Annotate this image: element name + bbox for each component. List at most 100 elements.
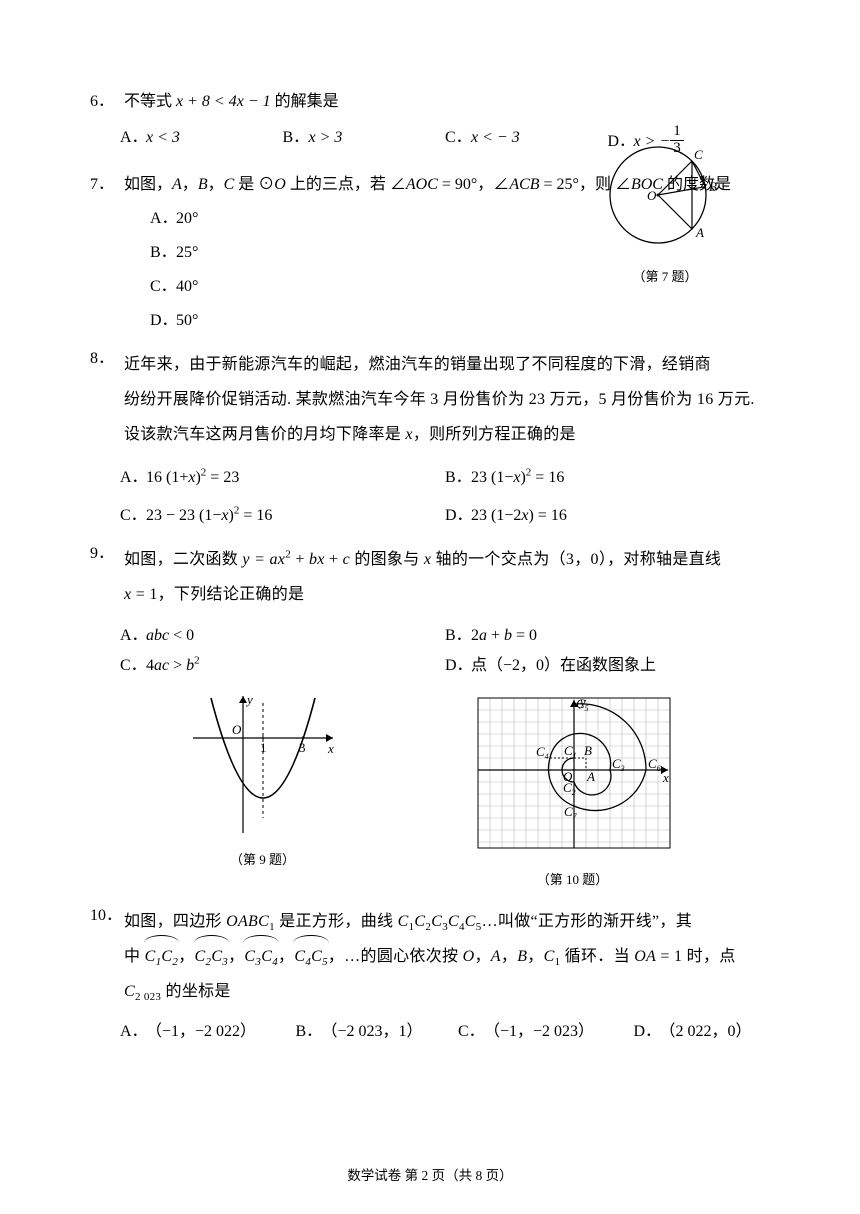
q6-c-text: x < − 3 [471,129,520,146]
figures-row: O y x 1 3 （第 9 题） [90,688,770,890]
q8-options: A．16 (1+x)2 = 23 B．23 (1−x)2 = 16 C．23 −… [90,466,770,528]
option-label-a: A． [120,1020,146,1044]
q9-line2: x = 1，下列结论正确的是 [124,586,304,603]
q8-option-c: C．23 − 23 (1−x)2 = 16 [120,504,445,528]
option-label-a: A． [120,126,146,150]
q7-label-c: C [694,147,703,162]
option-label-c: C． [120,504,146,528]
option-label-c: C． [120,654,146,678]
q10-svg: C5 C4 B C1 A O C2 C3 C6 C7 x y [468,688,678,858]
q8-c-text: 23 − 23 (1−x)2 = 16 [146,507,272,524]
q8-number: 8． [90,347,120,371]
q7-label-b: B [709,179,717,194]
q8-line1: 近年来，由于新能源汽车的崛起，燃油汽车的销量出现了不同程度的下滑，经销商 [124,356,711,373]
q10-line3: C2 023 的坐标是 [124,983,231,1000]
option-label-a: A． [150,207,176,231]
q8-option-a: A．16 (1+x)2 = 23 [120,466,445,490]
option-label-d: D． [150,309,176,333]
q6-number: 6． [90,90,120,114]
option-label-b: B． [150,241,176,265]
q7-figure: O A B C （第 7 题） [580,135,750,287]
q10-label-a: A [586,769,595,784]
q9-figure: O y x 1 3 （第 9 题） [183,688,343,890]
q10-c-text: （−1，−2 023） [484,1023,594,1040]
q10-option-b: B．（−2 023，1） [296,1020,459,1044]
q8-b-text: 23 (1−x)2 = 16 [471,469,564,486]
q9-tick-3: 3 [299,740,306,755]
q7-caption: （第 7 题） [580,267,750,287]
q9-a-text: abc [146,627,169,644]
option-label-b: B． [283,126,309,150]
q9-axis-y: y [245,692,253,707]
page-footer: 数学试卷 第 2 页（共 8 页） [0,1166,860,1186]
q10-figure: C5 C4 B C1 A O C2 C3 C6 C7 x y （第 10 题） [468,688,678,890]
q10-axis-y: y [578,694,586,709]
q8-option-d: D．23 (1−2x) = 16 [445,504,770,528]
q6-b-text: x > 3 [309,129,343,146]
option-label-c: C． [445,126,471,150]
q8-line2: 纷纷开展降价促销活动. 某款燃油汽车今年 3 月份售价为 23 万元，5 月份售… [124,391,755,408]
q8-option-b: B．23 (1−x)2 = 16 [445,466,770,490]
q10-b-text: （−2 023，1） [322,1023,423,1040]
question-8: 8． 近年来，由于新能源汽车的崛起，燃油汽车的销量出现了不同程度的下滑，经销商 … [90,347,770,529]
q9-option-d: D．点（−2，0）在函数图象上 [445,654,770,678]
q7-a-text: 20° [176,210,198,227]
question-10: 10． 如图，四边形 OABC1 是正方形，曲线 C1C2C3C4C5…叫做“正… [90,904,770,1044]
q10-label-c6: C6 [648,756,661,773]
q6-stem-pre: 不等式 [124,93,176,110]
q7-d-text: 50° [176,312,198,329]
q6-option-a: A．x < 3 [120,126,283,159]
q6-a-text: x < 3 [146,129,180,146]
option-label-b: B． [445,466,471,490]
q7-label-o: O [647,188,657,203]
q6-expr: x + 8 < 4x − 1 [176,93,271,110]
option-label-b: B． [296,1020,322,1044]
option-label-c: C． [150,275,176,299]
q7-label-a: A [695,225,704,240]
q7-c-text: 40° [176,278,198,295]
q9-option-c: C．4ac > b2 [120,654,445,678]
q9-svg: O y x 1 3 [183,688,343,838]
q6-option-b: B．x > 3 [283,126,446,159]
q9-b-text: 2a + b = 0 [471,627,537,644]
q7-option-d: D．50° [120,309,770,333]
q8-stem: 近年来，由于新能源汽车的崛起，燃油汽车的销量出现了不同程度的下滑，经销商 纷纷开… [124,347,764,453]
option-label-a: A． [120,624,146,648]
q9-axis-o: O [232,722,242,737]
q6-stem: 不等式 x + 8 < 4x − 1 的解集是 [124,90,764,114]
q9-option-b: B．2a + b = 0 [445,624,770,648]
option-label-c: C． [458,1020,484,1044]
q9-options: A．abc < 0 B．2a + b = 0 C．4ac > b2 D．点（−2… [90,624,770,678]
q10-a-text: （−1，−2 022） [146,1023,256,1040]
q10-caption: （第 10 题） [468,870,678,890]
q9-tick-1: 1 [260,740,267,755]
q7-svg: O A B C [595,135,735,255]
q10-option-d: D．（2 022，0） [634,1020,771,1044]
q7-b-text: 25° [176,244,198,261]
q10-label-c1: C1 [564,743,577,760]
q8-a-text: 16 (1+x)2 = 23 [146,469,239,486]
q10-line2: 中 C1C2，C2C3，C3C4，C4C5，…的圆心依次按 O，A，B，C1 循… [124,948,736,965]
q10-d-text: （2 022，0） [660,1023,752,1040]
q8-line3: 设该款汽车这两月售价的月均下降率是 x，则所列方程正确的是 [124,426,576,443]
q10-label-c4: C4 [536,744,549,761]
q10-option-a: A．（−1，−2 022） [120,1020,296,1044]
q9-stem: 如图，二次函数 y = ax2 + bx + c 的图象与 x 轴的一个交点为（… [124,542,764,612]
q6-stem-post: 的解集是 [271,93,339,110]
q10-line1: 如图，四边形 OABC1 是正方形，曲线 C1C2C3C4C5…叫做“正方形的渐… [124,913,692,930]
q9-option-a: A．abc < 0 [120,624,445,648]
q10-label-b: B [584,743,592,758]
q9-c-text: 4ac > b2 [146,657,200,674]
q9-line1: 如图，二次函数 y = ax2 + bx + c 的图象与 x 轴的一个交点为（… [124,551,721,568]
option-label-d: D． [445,654,471,678]
q9-d-text: 点（−2，0）在函数图象上 [471,657,656,674]
q9-caption: （第 9 题） [183,850,343,870]
q10-option-c: C．（−1，−2 023） [458,1020,634,1044]
question-9: 9． 如图，二次函数 y = ax2 + bx + c 的图象与 x 轴的一个交… [90,542,770,678]
q10-options: A．（−1，−2 022） B．（−2 023，1） C．（−1，−2 023）… [90,1020,770,1044]
option-label-d: D． [634,1020,660,1044]
option-label-d: D． [445,504,471,528]
q10-stem: 如图，四边形 OABC1 是正方形，曲线 C1C2C3C4C5…叫做“正方形的渐… [124,904,760,1010]
q8-d-text: 23 (1−2x) = 16 [471,507,567,524]
q9-number: 9． [90,542,120,566]
